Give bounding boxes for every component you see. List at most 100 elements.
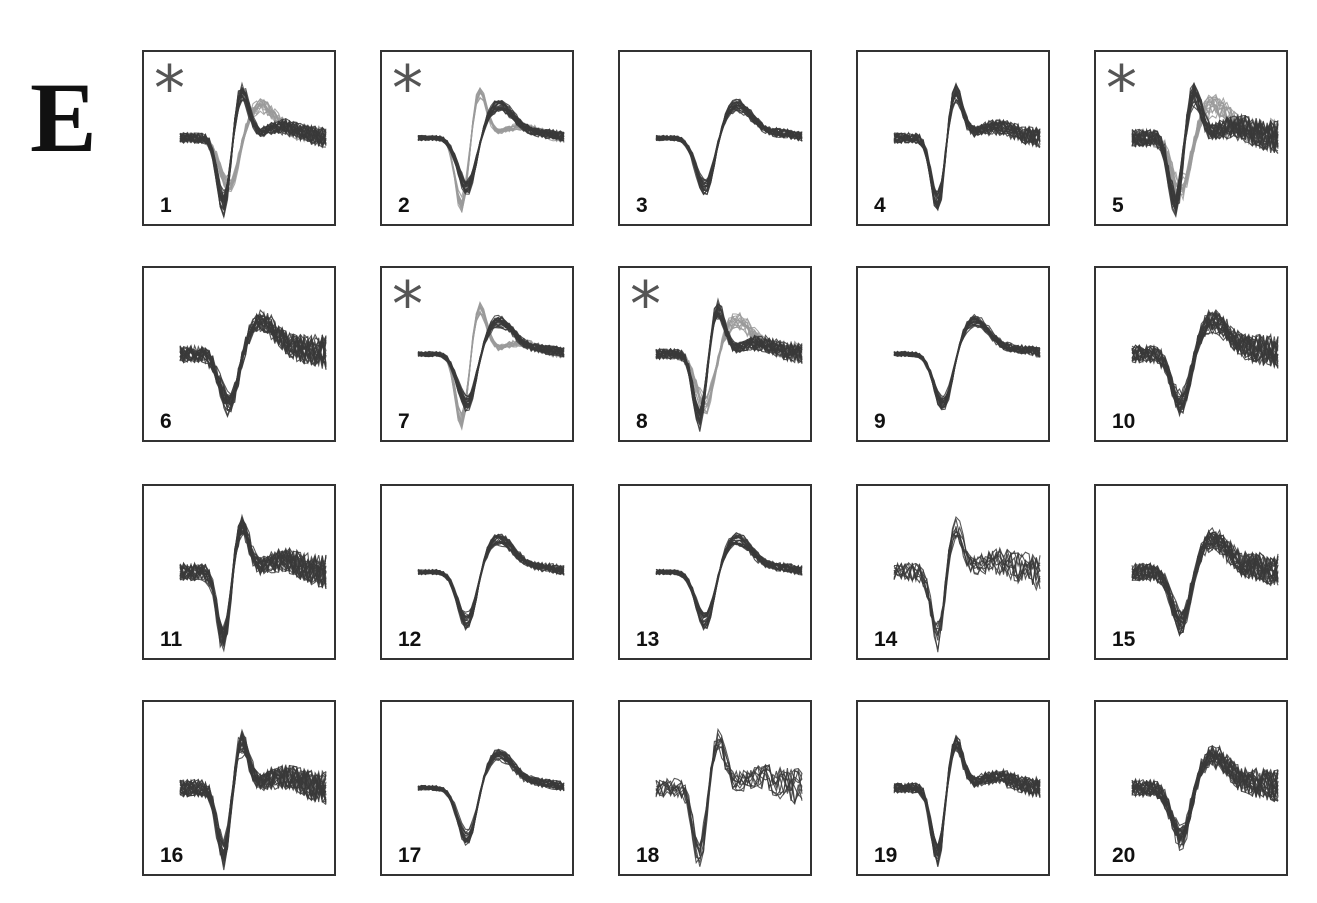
panel-number: 8 <box>636 410 648 433</box>
spike-trace <box>179 524 327 641</box>
spike-trace <box>655 738 803 864</box>
spike-trace <box>655 542 803 617</box>
spike-trace <box>179 81 327 211</box>
spike-trace <box>893 84 1041 211</box>
spike-trace <box>417 536 565 632</box>
spike-trace <box>655 316 803 414</box>
spike-trace <box>655 303 803 427</box>
spike-trace <box>893 83 1041 208</box>
panel-number: 17 <box>398 844 422 867</box>
spike-trace <box>179 522 327 631</box>
spike-trace <box>893 741 1041 864</box>
panel-number: 9 <box>874 410 886 433</box>
panel-number: 2 <box>398 194 410 217</box>
spike-trace <box>1131 94 1279 201</box>
spike-trace <box>893 317 1041 404</box>
panel-number: 16 <box>160 844 184 867</box>
spike-trace <box>893 99 1041 193</box>
spike-trace <box>655 541 803 619</box>
spike-trace <box>179 98 327 191</box>
spike-trace <box>417 537 565 622</box>
spike-trace <box>417 541 565 617</box>
waveform-panel: 11 <box>142 484 336 660</box>
spike-trace <box>417 540 565 618</box>
waveform-traces <box>655 727 803 867</box>
spike-trace <box>417 325 565 398</box>
spike-trace <box>179 87 327 198</box>
spike-trace <box>179 524 327 639</box>
waveform-traces <box>1131 308 1279 418</box>
panel-number: 13 <box>636 628 660 651</box>
spike-trace <box>655 541 803 617</box>
spike-trace <box>179 94 327 195</box>
spike-trace <box>655 109 803 183</box>
panel-number: 20 <box>1112 844 1136 867</box>
spike-trace <box>1131 311 1279 409</box>
spike-trace <box>655 542 803 617</box>
spike-trace <box>893 95 1041 200</box>
panel-number: 6 <box>160 410 172 433</box>
spike-trace <box>655 106 803 185</box>
waveform-panel: * 5 <box>1094 50 1288 226</box>
waveform-traces <box>893 81 1041 212</box>
spike-trace <box>656 543 803 616</box>
spike-trace <box>1131 538 1279 621</box>
spike-trace <box>655 311 803 414</box>
spike-trace <box>893 317 1041 405</box>
spike-trace <box>417 535 565 624</box>
spike-trace <box>417 538 565 619</box>
waveform-panel: 19 <box>856 700 1050 876</box>
spike-trace <box>893 93 1041 196</box>
spike-trace <box>417 324 565 398</box>
spike-trace <box>893 322 1041 401</box>
spike-trace <box>893 742 1041 849</box>
spike-trace <box>893 516 1041 653</box>
waveform-traces <box>893 734 1041 868</box>
spike-trace <box>655 538 803 623</box>
waveform-traces <box>655 297 803 432</box>
spike-trace <box>179 516 327 649</box>
spike-trace <box>1131 89 1279 206</box>
spike-trace <box>655 107 803 185</box>
spike-trace <box>893 742 1041 858</box>
asterisk-marker: * <box>1106 52 1137 125</box>
spike-trace <box>655 109 803 182</box>
waveform-traces <box>179 513 327 653</box>
spike-trace <box>417 755 565 834</box>
spike-trace <box>179 518 327 645</box>
spike-trace <box>893 736 1041 852</box>
waveform-panel: * 8 <box>618 266 812 442</box>
spike-trace <box>893 734 1041 857</box>
spike-trace <box>417 753 565 842</box>
spike-trace <box>179 319 327 406</box>
spike-trace <box>1131 537 1279 627</box>
spike-trace <box>417 752 565 843</box>
panel-number: 19 <box>874 844 898 867</box>
spike-trace <box>655 314 803 414</box>
waveform-traces <box>417 748 565 846</box>
spike-trace <box>893 98 1041 193</box>
spike-trace <box>179 735 327 867</box>
waveform-traces <box>655 98 803 196</box>
spike-trace <box>179 86 327 209</box>
spike-trace <box>893 317 1041 404</box>
spike-trace <box>179 530 327 645</box>
spike-trace <box>893 737 1041 852</box>
spike-trace <box>179 518 327 653</box>
waveform-panel: * 7 <box>380 266 574 442</box>
spike-trace <box>893 737 1041 857</box>
spike-trace <box>179 742 327 855</box>
spike-trace <box>1131 528 1279 624</box>
spike-trace <box>893 93 1041 209</box>
spike-trace <box>417 101 565 193</box>
spike-trace <box>893 734 1041 865</box>
spike-trace <box>179 532 327 635</box>
spike-trace <box>893 745 1041 850</box>
spike-trace <box>655 542 803 619</box>
spike-trace <box>655 745 803 848</box>
waveform-panel: 13 <box>618 484 812 660</box>
spike-trace <box>893 530 1041 650</box>
spike-trace <box>893 745 1041 846</box>
spike-trace <box>893 89 1041 206</box>
spike-trace <box>893 316 1041 409</box>
